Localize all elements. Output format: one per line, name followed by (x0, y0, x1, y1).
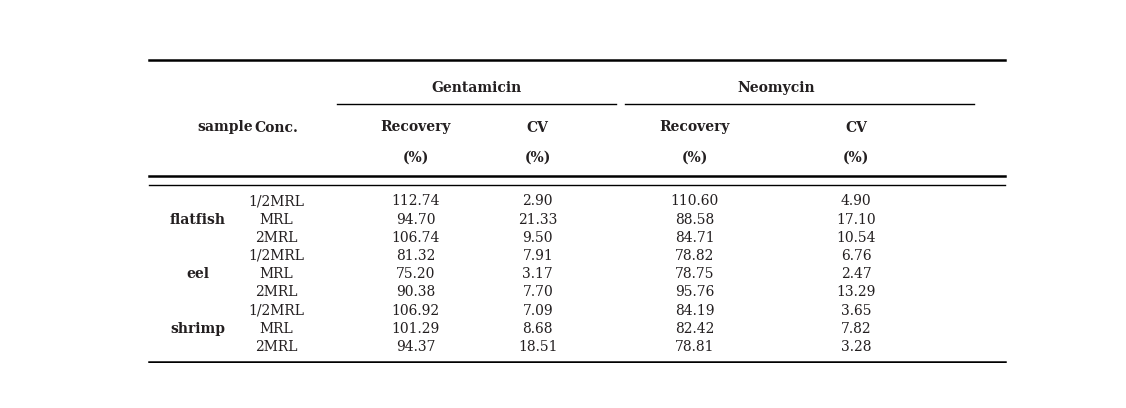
Text: 2.47: 2.47 (841, 267, 872, 281)
Text: 106.92: 106.92 (392, 304, 439, 318)
Text: 101.29: 101.29 (392, 322, 440, 336)
Text: 1/2MRL: 1/2MRL (248, 194, 304, 208)
Text: 10.54: 10.54 (837, 231, 876, 245)
Text: flatfish: flatfish (170, 213, 225, 226)
Text: 94.70: 94.70 (396, 213, 436, 226)
Text: 6.76: 6.76 (841, 249, 872, 263)
Text: 13.29: 13.29 (837, 286, 876, 299)
Text: 8.68: 8.68 (522, 322, 553, 336)
Text: 7.09: 7.09 (522, 304, 553, 318)
Text: 78.75: 78.75 (676, 267, 715, 281)
Text: Recovery: Recovery (660, 120, 730, 135)
Text: Conc.: Conc. (254, 120, 298, 135)
Text: 7.91: 7.91 (522, 249, 553, 263)
Text: 7.70: 7.70 (522, 286, 553, 299)
Text: 81.32: 81.32 (396, 249, 436, 263)
Text: shrimp: shrimp (170, 322, 225, 336)
Text: 2MRL: 2MRL (254, 286, 297, 299)
Text: (%): (%) (525, 150, 551, 164)
Text: MRL: MRL (259, 267, 293, 281)
Text: 3.65: 3.65 (841, 304, 872, 318)
Text: 1/2MRL: 1/2MRL (248, 304, 304, 318)
Text: 17.10: 17.10 (837, 213, 876, 226)
Text: (%): (%) (681, 150, 708, 164)
Text: Neomycin: Neomycin (738, 81, 815, 95)
Text: MRL: MRL (259, 322, 293, 336)
Text: 18.51: 18.51 (518, 340, 557, 354)
Text: 84.71: 84.71 (676, 231, 715, 245)
Text: 112.74: 112.74 (392, 194, 440, 208)
Text: 95.76: 95.76 (676, 286, 715, 299)
Text: 75.20: 75.20 (396, 267, 436, 281)
Text: 4.90: 4.90 (841, 194, 872, 208)
Text: 78.81: 78.81 (676, 340, 715, 354)
Text: 9.50: 9.50 (522, 231, 553, 245)
Text: Gentamicin: Gentamicin (431, 81, 521, 95)
Text: 3.28: 3.28 (841, 340, 872, 354)
Text: 82.42: 82.42 (676, 322, 715, 336)
Text: 1/2MRL: 1/2MRL (248, 249, 304, 263)
Text: 7.82: 7.82 (841, 322, 872, 336)
Text: 88.58: 88.58 (676, 213, 715, 226)
Text: 21.33: 21.33 (518, 213, 557, 226)
Text: MRL: MRL (259, 213, 293, 226)
Text: 2MRL: 2MRL (254, 340, 297, 354)
Text: CV: CV (527, 120, 548, 135)
Text: (%): (%) (843, 150, 869, 164)
Text: 3.17: 3.17 (522, 267, 553, 281)
Text: 106.74: 106.74 (392, 231, 440, 245)
Text: (%): (%) (402, 150, 429, 164)
Text: CV: CV (846, 120, 867, 135)
Text: eel: eel (186, 267, 209, 281)
Text: sample: sample (197, 120, 253, 135)
Text: 94.37: 94.37 (396, 340, 436, 354)
Text: 2MRL: 2MRL (254, 231, 297, 245)
Text: 90.38: 90.38 (396, 286, 436, 299)
Text: 84.19: 84.19 (676, 304, 715, 318)
Text: 78.82: 78.82 (676, 249, 715, 263)
Text: 2.90: 2.90 (522, 194, 553, 208)
Text: Recovery: Recovery (381, 120, 450, 135)
Text: 110.60: 110.60 (671, 194, 720, 208)
